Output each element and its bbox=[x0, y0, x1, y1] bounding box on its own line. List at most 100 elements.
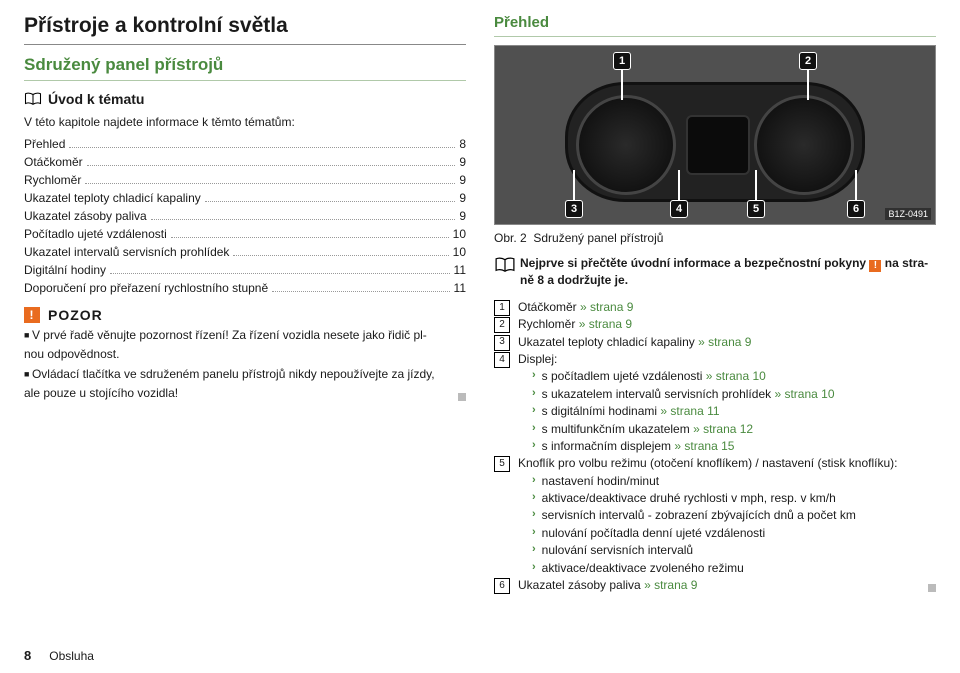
legend-number: 4 bbox=[494, 352, 510, 368]
toc: Přehled8Otáčkoměr9Rychloměr9Ukazatel tep… bbox=[24, 135, 466, 297]
callout-2: 2 bbox=[799, 52, 817, 70]
callout-3: 3 bbox=[565, 200, 583, 218]
legend-number: 5 bbox=[494, 456, 510, 472]
figure-instrument-cluster: 1 2 3 4 5 6 B1Z-0491 bbox=[494, 45, 936, 225]
legend-row: 6 Ukazatel zásoby paliva » strana 9 bbox=[494, 577, 936, 594]
toc-page: 10 bbox=[453, 225, 466, 243]
legend-subitem: ›s digitálními hodinami » strana 11 bbox=[532, 403, 936, 420]
page-ref: » strana 9 bbox=[698, 335, 751, 349]
chevron-right-icon: › bbox=[532, 560, 536, 577]
legend-sublist: ›s počítadlem ujeté vzdálenosti » strana… bbox=[518, 368, 936, 455]
toc-row: Doporučení pro přeřazení rychlostního st… bbox=[24, 279, 466, 297]
section-end-marker bbox=[458, 393, 466, 401]
toc-row: Přehled 8 bbox=[24, 135, 466, 153]
chevron-right-icon: › bbox=[532, 525, 536, 542]
callout-leader bbox=[855, 170, 857, 200]
toc-page: 10 bbox=[453, 243, 466, 261]
callout-leader bbox=[807, 70, 809, 100]
toc-row: Ukazatel teploty chladicí kapaliny 9 bbox=[24, 189, 466, 207]
chevron-right-icon: › bbox=[532, 421, 536, 438]
legend-subitem: ›s informačním displejem » strana 15 bbox=[532, 438, 936, 455]
warning-line: V prvé řadě věnujte pozornost řízení! Za… bbox=[32, 328, 427, 342]
toc-page: 8 bbox=[459, 135, 466, 153]
toc-label: Ukazatel teploty chladicí kapaliny bbox=[24, 189, 201, 207]
toc-row: Ukazatel intervalů servisních prohlídek 1… bbox=[24, 243, 466, 261]
toc-label: Ukazatel intervalů servisních prohlídek bbox=[24, 243, 229, 261]
warning-icon-inline: ! bbox=[869, 260, 881, 272]
toc-leader-dots bbox=[171, 237, 449, 238]
chevron-right-icon: › bbox=[532, 403, 536, 420]
legend-subitem: ›s ukazatelem intervalů servisních prohl… bbox=[532, 386, 936, 403]
page-ref: » strana 12 bbox=[693, 422, 753, 436]
figure-caption: Obr. 2 Sdružený panel přístrojů bbox=[494, 231, 936, 245]
toc-leader-dots bbox=[110, 273, 449, 274]
section-end-marker bbox=[928, 584, 936, 592]
safety-text: ně 8 a dodržujte je. bbox=[520, 273, 628, 287]
callout-5: 5 bbox=[747, 200, 765, 218]
toc-leader-dots bbox=[205, 201, 456, 202]
legend-text: Otáčkoměr » strana 9 bbox=[518, 299, 936, 316]
legend-subitem: ›aktivace/deaktivace druhé rychlosti v m… bbox=[532, 490, 936, 507]
legend-number: 6 bbox=[494, 578, 510, 594]
legend-text: Rychloměr » strana 9 bbox=[518, 316, 936, 333]
toc-leader-dots bbox=[151, 219, 456, 220]
chevron-right-icon: › bbox=[532, 386, 536, 403]
toc-row: Rychloměr9 bbox=[24, 171, 466, 189]
legend-sublist: ›nastavení hodin/minut›aktivace/deaktiva… bbox=[518, 473, 936, 577]
page-ref: » strana 9 bbox=[579, 317, 632, 331]
subsection-title: Přehled bbox=[494, 14, 936, 37]
warning-line: Ovládací tlačítka ve sdruženém panelu př… bbox=[32, 367, 435, 381]
toc-label: Digitální hodiny bbox=[24, 261, 106, 279]
footer-section: Obsluha bbox=[49, 649, 94, 663]
page-ref: » strana 11 bbox=[660, 404, 719, 418]
toc-row: Počítadlo ujeté vzdálenosti 10 bbox=[24, 225, 466, 243]
safety-text: Nejprve si přečtěte úvodní informace a b… bbox=[520, 256, 869, 270]
safety-note: Nejprve si přečtěte úvodní informace a b… bbox=[494, 255, 936, 289]
callout-leader bbox=[621, 70, 623, 100]
right-column: Přehled 1 2 3 4 5 6 B1Z-0491 Obr. 2 Sdru… bbox=[494, 14, 936, 594]
page-number: 8 bbox=[24, 648, 31, 663]
toc-row: Otáčkoměr 9 bbox=[24, 153, 466, 171]
warning-box: ! POZOR V prvé řadě věnujte pozornost ří… bbox=[24, 307, 466, 403]
chevron-right-icon: › bbox=[532, 507, 536, 524]
toc-label: Doporučení pro přeřazení rychlostního st… bbox=[24, 279, 268, 297]
legend-subitem: ›nulování počítadla denní ujeté vzdáleno… bbox=[532, 525, 936, 542]
callout-leader bbox=[573, 170, 575, 200]
callout-leader bbox=[678, 170, 680, 200]
legend-row: 2Rychloměr » strana 9 bbox=[494, 316, 936, 333]
chevron-right-icon: › bbox=[532, 490, 536, 507]
toc-page: 9 bbox=[459, 189, 466, 207]
toc-leader-dots bbox=[85, 183, 455, 184]
toc-label: Otáčkoměr bbox=[24, 153, 83, 171]
toc-label: Přehled bbox=[24, 135, 65, 153]
legend-row: 5Knoflík pro volbu režimu (otočení knofl… bbox=[494, 455, 936, 472]
toc-label: Počítadlo ujeté vzdálenosti bbox=[24, 225, 167, 243]
toc-row: Digitální hodiny11 bbox=[24, 261, 466, 279]
page-ref: » strana 10 bbox=[774, 387, 834, 401]
page-footer: 8 Obsluha bbox=[24, 648, 94, 663]
legend-subitem: ›nastavení hodin/minut bbox=[532, 473, 936, 490]
figure-legend: 1Otáčkoměr » strana 92Rychloměr » strana… bbox=[494, 299, 936, 595]
intro-heading: Úvod k tématu bbox=[24, 91, 466, 107]
legend-subitem: ›servisních intervalů - zobrazení zbývaj… bbox=[532, 507, 936, 524]
legend-subitem: ›s multifunkčním ukazatelem » strana 12 bbox=[532, 421, 936, 438]
legend-text: Displej: bbox=[518, 351, 936, 368]
page-ref: » strana 10 bbox=[706, 369, 766, 383]
legend-subitem: ›s počítadlem ujeté vzdálenosti » strana… bbox=[532, 368, 936, 385]
tachometer-dial bbox=[576, 95, 676, 195]
legend-text: Ukazatel zásoby paliva » strana 9 bbox=[518, 577, 936, 594]
callout-leader bbox=[755, 170, 757, 200]
toc-page: 9 bbox=[459, 153, 466, 171]
page-ref: » strana 15 bbox=[674, 439, 734, 453]
toc-leader-dots bbox=[87, 165, 456, 166]
intro-label: Úvod k tématu bbox=[48, 91, 144, 107]
legend-subitem: ›aktivace/deaktivace zvoleného režimu bbox=[532, 560, 936, 577]
toc-row: Ukazatel zásoby paliva9 bbox=[24, 207, 466, 225]
chevron-right-icon: › bbox=[532, 473, 536, 490]
legend-sublist-wrap: ›nastavení hodin/minut›aktivace/deaktiva… bbox=[494, 473, 936, 577]
legend-number: 3 bbox=[494, 335, 510, 351]
toc-label: Rychloměr bbox=[24, 171, 81, 189]
warning-line: nou odpovědnost. bbox=[24, 347, 119, 361]
chevron-right-icon: › bbox=[532, 368, 536, 385]
callout-6: 6 bbox=[847, 200, 865, 218]
